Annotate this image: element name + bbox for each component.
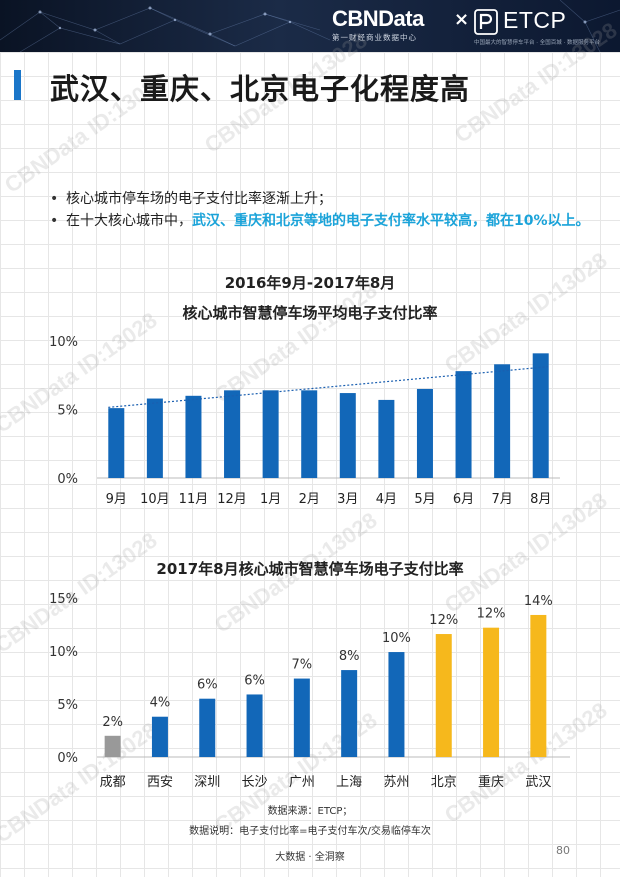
bullet-text: 在十大核心城市中，: [66, 213, 192, 229]
x-tick-label: 7月: [491, 492, 512, 507]
bar: [108, 408, 125, 478]
data-label: 4%: [150, 696, 171, 711]
x-tick-label: 6月: [453, 492, 474, 507]
x-tick-label: 长沙: [242, 775, 268, 790]
partner-logo-text: ETCP: [503, 7, 567, 33]
brand-logo-text: CBNData: [332, 6, 424, 31]
data-label: 6%: [197, 678, 218, 693]
bullet-text: 核心城市停车场的电子支付比率逐渐上升；: [66, 191, 332, 207]
bar: [224, 390, 241, 478]
x-tick-label: 3月: [337, 492, 358, 507]
chart2-title: 2017年8月核心城市智慧停车场电子支付比率: [156, 560, 464, 578]
x-tick-label: 11月: [179, 492, 209, 507]
chart1-title-line2: 核心城市智慧停车场平均电子支付比率: [182, 304, 438, 322]
data-label: 12%: [429, 613, 458, 628]
x-tick-label: 5月: [414, 492, 435, 507]
y-tick-label: 0%: [57, 472, 78, 487]
bar: [388, 652, 405, 757]
y-tick-label: 10%: [49, 335, 78, 350]
bar: [301, 390, 318, 478]
x-tick-label: 广州: [289, 775, 315, 790]
bar: [199, 698, 216, 757]
y-tick-label: 5%: [57, 404, 78, 419]
y-tick-label: 10%: [49, 645, 78, 660]
bar: [339, 393, 356, 478]
bar: [378, 399, 395, 478]
data-label: 8%: [339, 649, 360, 664]
x-tick-label: 9月: [106, 492, 127, 507]
x-tick-label: 深圳: [194, 775, 220, 790]
x-tick-label: 北京: [431, 775, 457, 790]
bullet-highlight: 武汉、重庆和北京等地的电子支付率水平较高，都在10%以上: [192, 213, 576, 229]
partner-subtitle: 中国最大的智慧停车平台 · 全国百城 · 数据服务平台: [474, 40, 600, 46]
data-label: 14%: [524, 594, 553, 609]
data-label: 2%: [102, 715, 123, 730]
footer-slogan: 大数据 · 全洞察: [275, 852, 345, 863]
x-tick-label: 12月: [217, 492, 247, 507]
x-tick-label: 上海: [336, 775, 362, 790]
monthly-payment-rate-chart: 0% 5% 10% 9月 10月 11月 12月 1月 2月 3月 4月 5月 6月 7月 8月: [49, 335, 560, 507]
page-title: 武汉、重庆、北京电子化程度高: [50, 72, 471, 106]
bar: [483, 627, 500, 757]
header-banner: CBNData 第一财经商业数据中心 × ETCP 中国最大的智慧停车平台 · …: [0, 0, 620, 52]
bar: [455, 371, 472, 478]
x-tick-label: 4月: [376, 492, 397, 507]
network-pattern-icon: [0, 0, 620, 52]
etcp-logo-icon: [474, 9, 498, 35]
bar: [146, 398, 163, 478]
bar: [104, 735, 121, 757]
bar: [246, 694, 263, 757]
data-label: 10%: [382, 631, 411, 646]
bar: [532, 353, 549, 478]
data-label: 7%: [292, 658, 313, 673]
x-tick-label: 1月: [260, 492, 281, 507]
x-tick-label: 2月: [299, 492, 320, 507]
bullet-item: 核心城市停车场的电子支付比率逐渐上升；: [50, 188, 590, 210]
bar: [435, 634, 452, 757]
bar: [151, 716, 168, 757]
x-tick-label: 重庆: [478, 774, 504, 790]
title-accent-bar: [14, 70, 21, 100]
trend-line: [108, 366, 549, 408]
data-source-note: 数据来源：ETCP；: [267, 806, 353, 817]
data-label: 6%: [244, 673, 265, 688]
y-tick-label: 0%: [57, 751, 78, 766]
y-tick-label: 15%: [49, 592, 78, 607]
x-tick-label: 西安: [147, 775, 173, 790]
bar: [262, 390, 279, 478]
bar: [185, 395, 202, 478]
data-explanation-note: 数据说明：电子支付比率=电子支付车次/交易临停车次: [189, 826, 431, 837]
x-tick-label: 10月: [140, 492, 170, 507]
x-tick-label: 成都: [100, 775, 126, 790]
city-payment-rate-chart: 0% 5% 10% 15% 2% 成都 4% 西安 6% 深圳 6% 长沙 7% 广州 8% 上海 10% 苏州 1…: [49, 592, 570, 790]
x-tick-label: 8月: [530, 492, 551, 507]
bar: [494, 364, 511, 478]
page-number: 80: [556, 844, 570, 857]
brand-subtitle: 第一财经商业数据中心: [332, 33, 417, 42]
chart1-title-line1: 2016年9月-2017年8月: [224, 274, 396, 292]
x-tick-label: 武汉: [525, 775, 551, 790]
y-tick-label: 5%: [57, 698, 78, 713]
bar: [341, 670, 358, 757]
data-label: 12%: [477, 607, 506, 622]
bullet-item: 在十大核心城市中，武汉、重庆和北京等地的电子支付率水平较高，都在10%以上。: [50, 210, 590, 232]
bar: [530, 614, 547, 757]
x-tick-label: 苏州: [383, 774, 409, 790]
bar: [416, 388, 433, 478]
bullet-list: 核心城市停车场的电子支付比率逐渐上升； 在十大核心城市中，武汉、重庆和北京等地的…: [50, 188, 590, 232]
bullet-text-end: 。: [575, 213, 590, 229]
times-symbol: ×: [454, 9, 470, 30]
bar: [293, 678, 310, 757]
